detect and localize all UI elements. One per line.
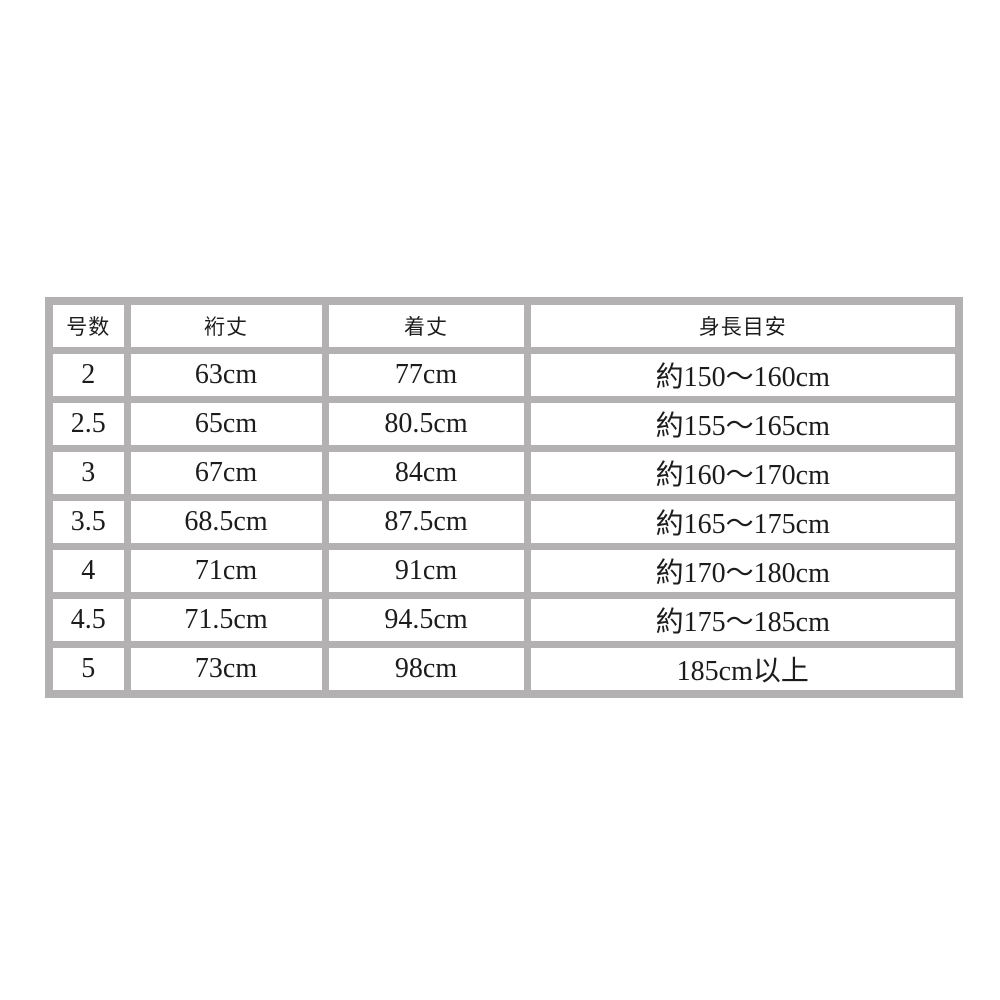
cell-body-length: 80.5cm (321, 396, 531, 452)
table-row: 2.5 65cm 80.5cm 約155〜165cm (45, 396, 963, 452)
cell-size-number: 4 (45, 543, 131, 599)
header-row: 号数 裄丈 着丈 身長目安 (45, 297, 963, 354)
cell-body-length: 94.5cm (321, 592, 531, 648)
cell-sleeve-length: 63cm (123, 347, 329, 403)
cell-body-length: 77cm (321, 347, 531, 403)
table-row: 2 63cm 77cm 約150〜160cm (45, 347, 963, 403)
cell-height-guide: 約165〜175cm (523, 494, 963, 550)
cell-size-number: 2.5 (45, 396, 131, 452)
cell-body-length: 84cm (321, 445, 531, 501)
cell-sleeve-length: 67cm (123, 445, 329, 501)
cell-sleeve-length: 68.5cm (123, 494, 329, 550)
cell-size-number: 3.5 (45, 494, 131, 550)
table-row: 4 71cm 91cm 約170〜180cm (45, 543, 963, 599)
table-row: 3.5 68.5cm 87.5cm 約165〜175cm (45, 494, 963, 550)
cell-height-guide: 約155〜165cm (523, 396, 963, 452)
header-height-guide: 身長目安 (523, 297, 963, 354)
cell-height-guide: 約175〜185cm (523, 592, 963, 648)
header-body-length: 着丈 (321, 297, 531, 354)
header-sleeve-length: 裄丈 (123, 297, 329, 354)
cell-sleeve-length: 65cm (123, 396, 329, 452)
size-chart-table: 号数 裄丈 着丈 身長目安 2 63cm 77cm 約150〜160cm 2.5… (45, 297, 963, 698)
cell-size-number: 2 (45, 347, 131, 403)
cell-size-number: 3 (45, 445, 131, 501)
table-row: 3 67cm 84cm 約160〜170cm (45, 445, 963, 501)
table-row: 5 73cm 98cm 185cm以上 (45, 641, 963, 698)
cell-height-guide: 約170〜180cm (523, 543, 963, 599)
cell-body-length: 98cm (321, 641, 531, 698)
cell-sleeve-length: 71cm (123, 543, 329, 599)
cell-body-length: 91cm (321, 543, 531, 599)
cell-sleeve-length: 71.5cm (123, 592, 329, 648)
cell-height-guide: 約150〜160cm (523, 347, 963, 403)
cell-height-guide: 185cm以上 (523, 641, 963, 698)
header-size-number: 号数 (45, 297, 131, 354)
cell-height-guide: 約160〜170cm (523, 445, 963, 501)
cell-body-length: 87.5cm (321, 494, 531, 550)
cell-size-number: 4.5 (45, 592, 131, 648)
cell-sleeve-length: 73cm (123, 641, 329, 698)
cell-size-number: 5 (45, 641, 131, 698)
table-row: 4.5 71.5cm 94.5cm 約175〜185cm (45, 592, 963, 648)
